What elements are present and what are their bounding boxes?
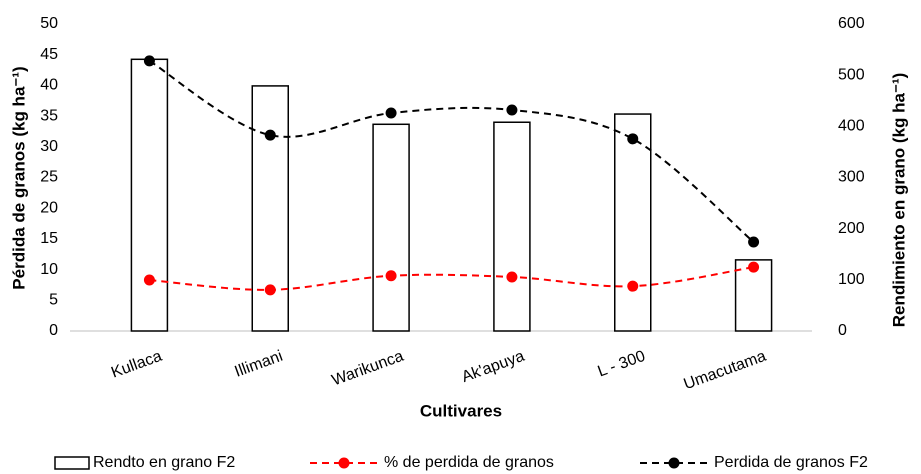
legend-swatch [338, 457, 350, 469]
legend-swatch [54, 456, 90, 470]
y-tick-label: 15 [40, 230, 58, 247]
point [264, 129, 276, 141]
y-tick-label: 40 [40, 77, 58, 94]
y2-tick-label: 100 [838, 271, 865, 288]
y-tick-label: 5 [49, 292, 58, 309]
point [506, 271, 518, 283]
x-tick-label: Umacutama [682, 348, 769, 394]
y2-tick-label: 0 [838, 322, 847, 339]
point [143, 274, 155, 286]
y-tick-label: 25 [40, 169, 58, 186]
y2-tick-label: 600 [838, 15, 865, 32]
point [264, 284, 276, 296]
x-tick-label: L - 300 [595, 348, 647, 381]
y2-tick-label: 500 [838, 66, 865, 83]
legend-swatch [668, 457, 680, 469]
y-tick-label: 20 [40, 199, 58, 216]
legend-label: % de perdida de granos [384, 454, 554, 471]
x-tick-label: Ak'apuya [460, 348, 527, 386]
y2-axis-title: Rendimiento en grano (kg ha⁻¹) [889, 73, 908, 328]
point [385, 107, 397, 119]
point [385, 270, 397, 282]
y2-tick-label: 200 [838, 220, 865, 237]
y-axis-title: Pérdida de granos (kg ha⁻¹) [9, 66, 28, 289]
point [748, 261, 760, 273]
y-tick-label: 10 [40, 261, 58, 278]
point [143, 55, 155, 67]
y2-tick-label: 400 [838, 118, 865, 135]
bar [493, 121, 531, 332]
x-axis-title: Cultivares [420, 401, 502, 420]
point [627, 280, 639, 292]
point [506, 104, 518, 116]
y2-tick-label: 300 [838, 169, 865, 186]
legend-label: Perdida de granos F2 [714, 454, 868, 471]
y-tick-label: 50 [40, 15, 58, 32]
y-tick-label: 0 [49, 322, 58, 339]
x-tick-label: Warikunca [330, 348, 406, 390]
point [627, 133, 639, 145]
y-tick-label: 30 [40, 138, 58, 155]
x-tick-label: Kullaca [109, 348, 164, 382]
bar [130, 58, 169, 332]
point [748, 236, 760, 248]
legend-label: Rendto en grano F2 [93, 454, 235, 471]
bar [372, 123, 410, 332]
x-tick-label: Illimani [232, 348, 285, 381]
bar [614, 113, 652, 332]
line [148, 59, 755, 243]
y-tick-label: 45 [40, 46, 58, 63]
line [149, 266, 754, 291]
y-tick-label: 35 [40, 107, 58, 124]
